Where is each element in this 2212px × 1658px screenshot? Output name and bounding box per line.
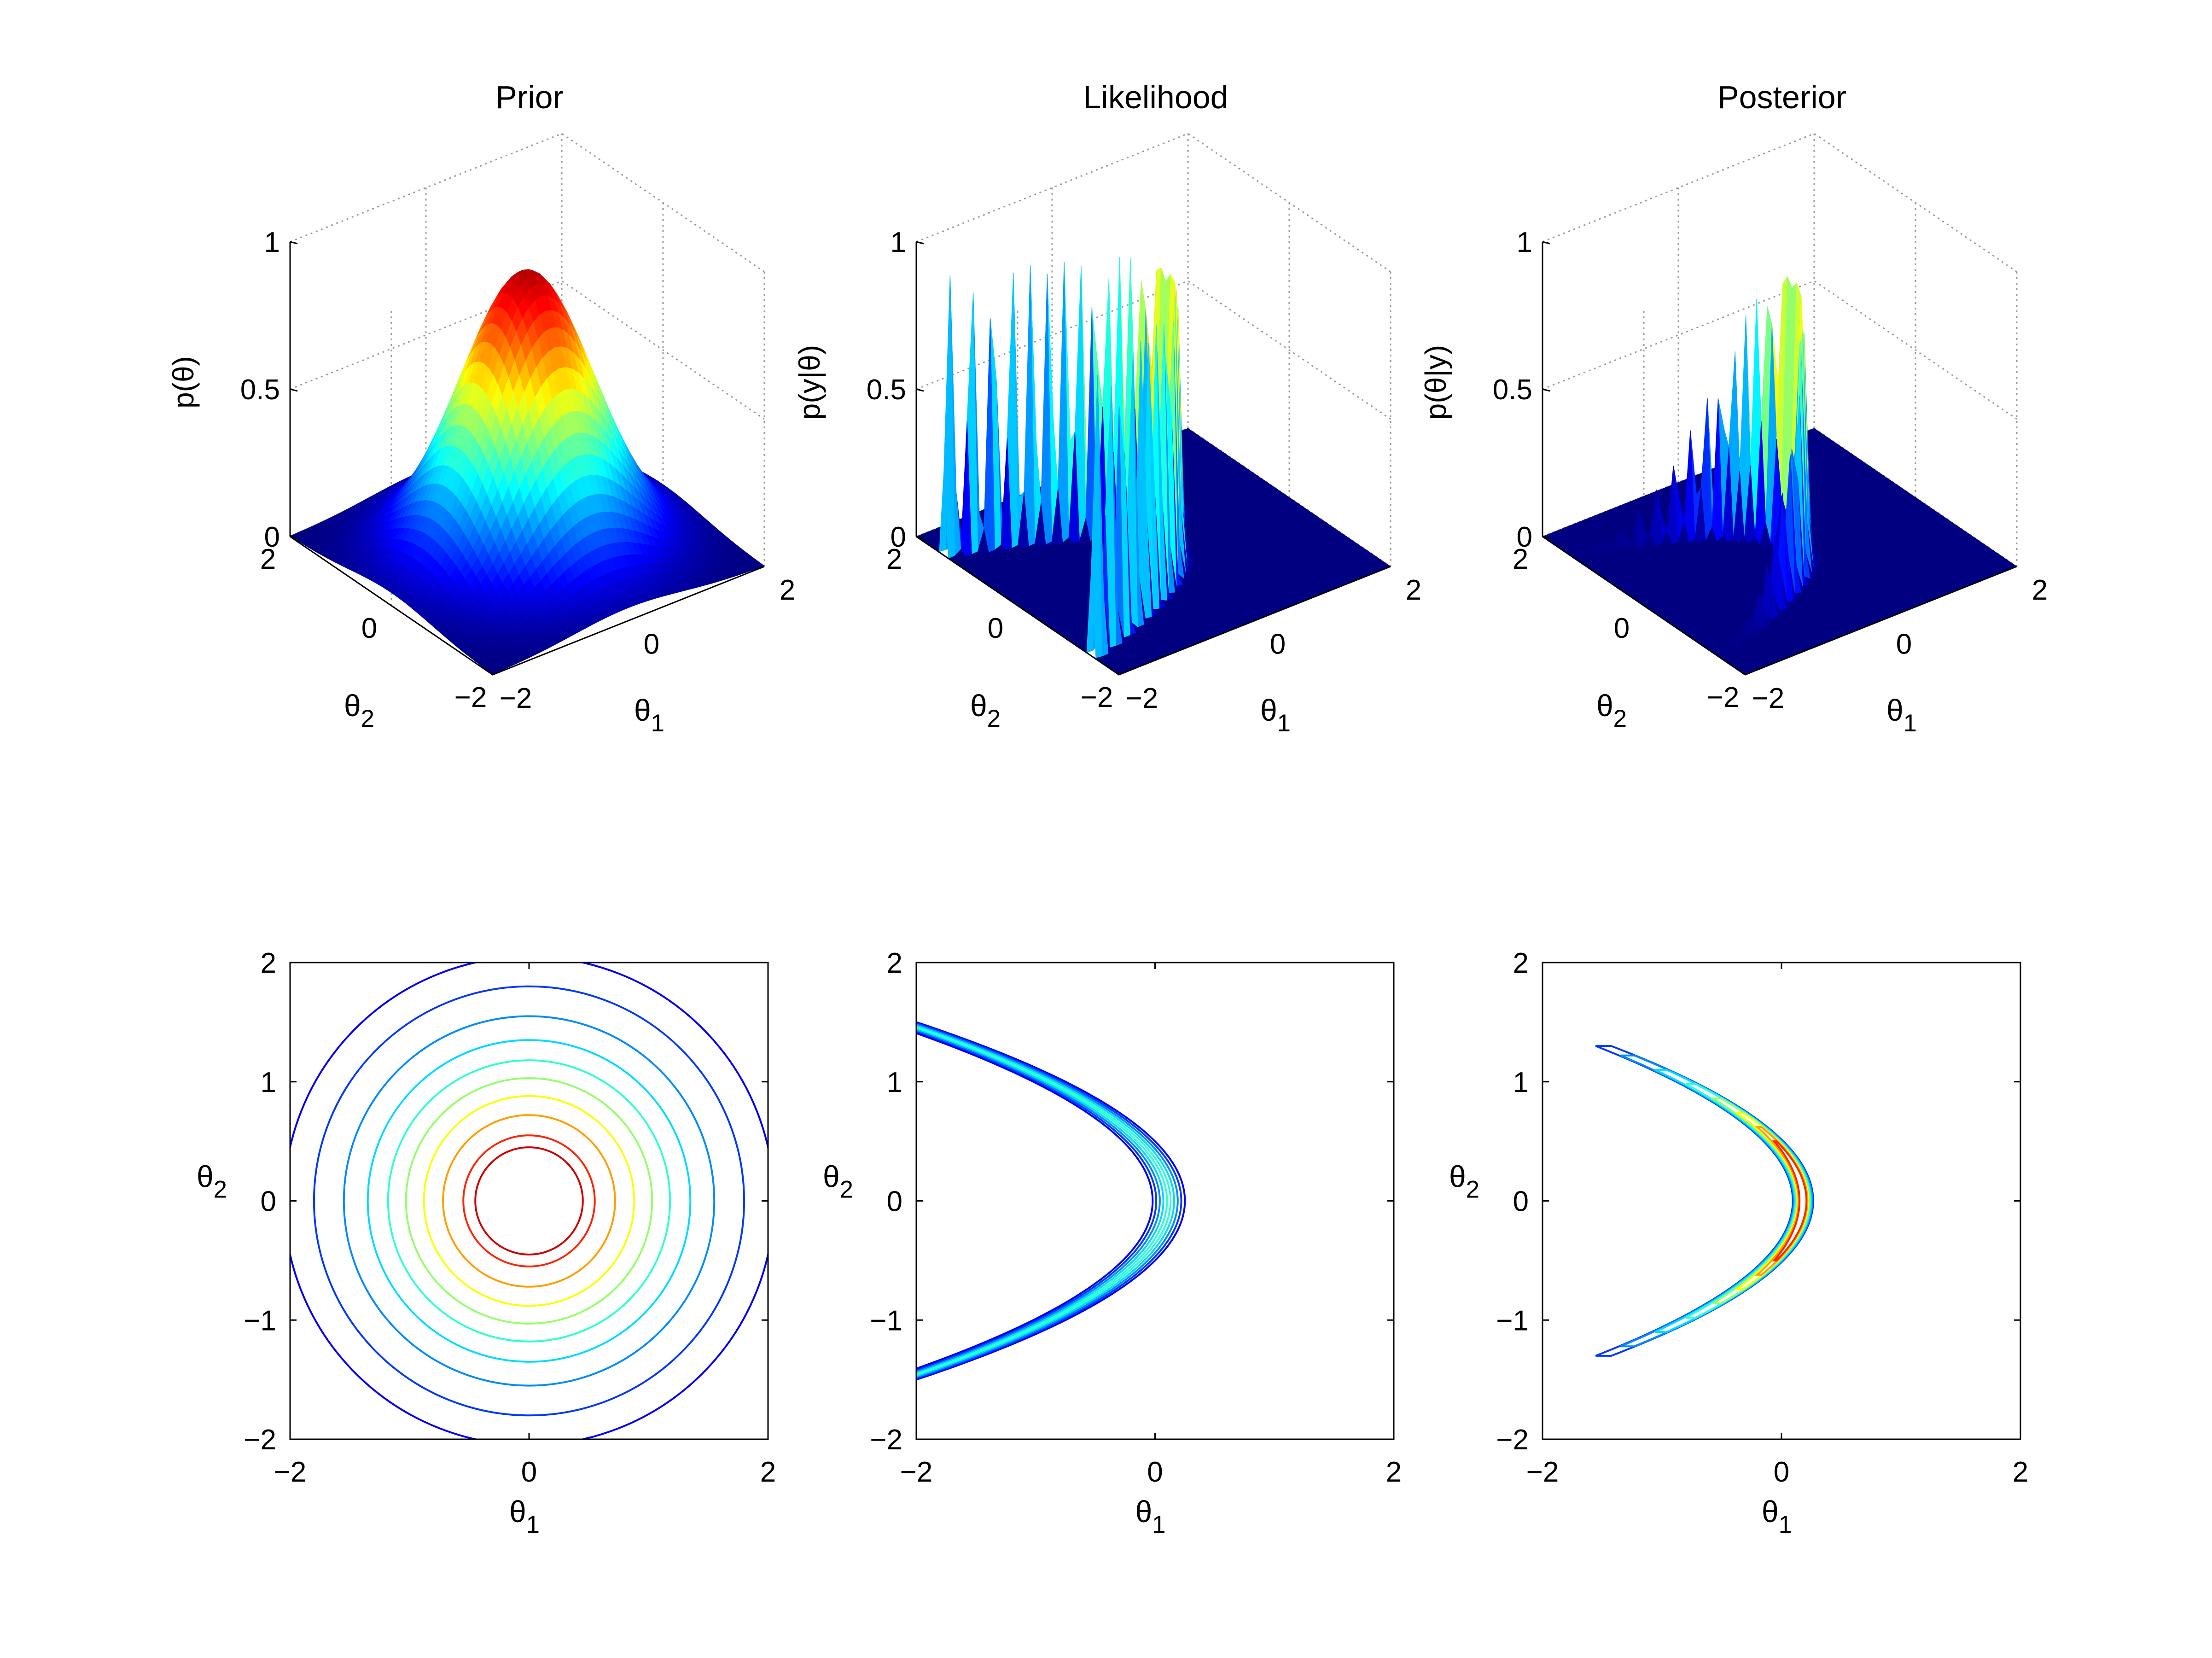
x-axis-label: θ1 xyxy=(1260,693,1291,737)
z-tick-label: 0.5 xyxy=(867,374,906,406)
y-tick-label: 2 xyxy=(260,543,276,575)
panel-title: Prior xyxy=(495,79,564,115)
y-tick-label: 0 xyxy=(988,613,1003,644)
x-tick-label: −2 xyxy=(500,683,532,714)
grid-line xyxy=(290,133,765,273)
z-tick xyxy=(916,388,924,392)
x-tick-label: 2 xyxy=(1406,574,1421,606)
y-tick-label: 2 xyxy=(886,543,902,575)
x-tick-label: 0 xyxy=(1270,629,1286,660)
x-axis-label: θ1 xyxy=(634,693,664,737)
x-tick-label: −2 xyxy=(1126,683,1158,714)
x-tick-label: 2 xyxy=(780,574,795,606)
y-tick-label: −2 xyxy=(454,682,487,713)
y-tick-label: −2 xyxy=(1081,682,1113,713)
y-axis-label: θ2 xyxy=(344,689,374,732)
floor-axes xyxy=(290,536,765,676)
z-axis xyxy=(915,241,924,539)
z-axis xyxy=(289,241,298,539)
z-tick xyxy=(290,388,298,392)
z-tick xyxy=(916,241,924,245)
floor-axis-line xyxy=(290,536,765,676)
surface-mesh xyxy=(289,269,765,675)
z-tick-label: 0 xyxy=(264,521,280,553)
surface-mesh xyxy=(915,257,1391,675)
panel-title: Likelihood xyxy=(1083,79,1228,115)
z-axis-label: p(y|θ) xyxy=(793,345,826,420)
y-axis-label: θ2 xyxy=(970,689,1001,732)
x-tick-label: 0 xyxy=(644,629,659,660)
grid-line xyxy=(916,133,1391,273)
z-axis-label: p(θ) xyxy=(167,356,200,409)
z-tick xyxy=(290,241,298,245)
z-tick-label: 1 xyxy=(891,227,906,258)
z-tick-label: 1 xyxy=(264,227,280,258)
z-tick-label: 0.5 xyxy=(240,374,280,406)
grid-line xyxy=(1542,133,2017,273)
y-tick-label: 0 xyxy=(361,613,377,644)
